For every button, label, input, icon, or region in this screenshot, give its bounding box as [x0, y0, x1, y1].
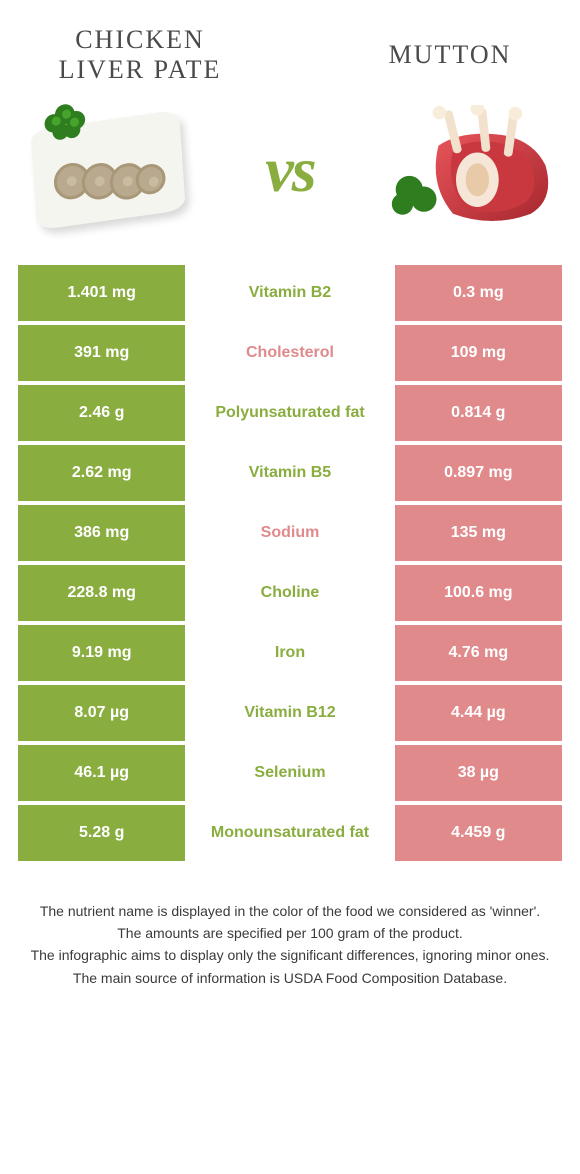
nutrient-label: Choline [185, 565, 394, 621]
value-right: 100.6 mg [395, 565, 562, 621]
images-row: vs [0, 95, 580, 265]
nutrient-row: 46.1 µgSelenium38 µg [18, 745, 562, 801]
nutrient-label: Vitamin B2 [185, 265, 394, 321]
nutrient-label: Vitamin B12 [185, 685, 394, 741]
nutrient-table: 1.401 mgVitamin B20.3 mg391 mgCholestero… [18, 265, 562, 861]
value-right: 38 µg [395, 745, 562, 801]
nutrient-row: 386 mgSodium135 mg [18, 505, 562, 561]
value-right: 4.44 µg [395, 685, 562, 741]
value-left: 2.62 mg [18, 445, 185, 501]
nutrient-row: 228.8 mgCholine100.6 mg [18, 565, 562, 621]
value-right: 109 mg [395, 325, 562, 381]
nutrient-row: 2.62 mgVitamin B50.897 mg [18, 445, 562, 501]
nutrient-row: 2.46 gPolyunsaturated fat0.814 g [18, 385, 562, 441]
value-right: 4.459 g [395, 805, 562, 861]
nutrient-row: 391 mgCholesterol109 mg [18, 325, 562, 381]
nutrient-label: Sodium [185, 505, 394, 561]
value-right: 0.3 mg [395, 265, 562, 321]
food-title-left: Chicken liver pate [40, 25, 240, 85]
nutrient-label: Iron [185, 625, 394, 681]
value-left: 8.07 µg [18, 685, 185, 741]
value-left: 386 mg [18, 505, 185, 561]
nutrient-label: Vitamin B5 [185, 445, 394, 501]
value-right: 0.897 mg [395, 445, 562, 501]
nutrient-label: Cholesterol [185, 325, 394, 381]
value-left: 2.46 g [18, 385, 185, 441]
footnote-line: The nutrient name is displayed in the co… [30, 901, 550, 921]
value-left: 9.19 mg [18, 625, 185, 681]
nutrient-row: 9.19 mgIron4.76 mg [18, 625, 562, 681]
nutrient-label: Polyunsaturated fat [185, 385, 394, 441]
vs-label: vs [265, 133, 314, 207]
nutrient-label: Selenium [185, 745, 394, 801]
footnote-line: The amounts are specified per 100 gram o… [30, 923, 550, 943]
nutrient-row: 5.28 gMonounsaturated fat4.459 g [18, 805, 562, 861]
footnotes: The nutrient name is displayed in the co… [30, 901, 550, 988]
food-image-right [385, 105, 560, 235]
value-right: 135 mg [395, 505, 562, 561]
food-title-right: Mutton [360, 40, 540, 70]
value-left: 228.8 mg [18, 565, 185, 621]
footnote-line: The main source of information is USDA F… [30, 968, 550, 988]
nutrient-row: 8.07 µgVitamin B124.44 µg [18, 685, 562, 741]
header: Chicken liver pate Mutton [0, 0, 580, 95]
nutrient-row: 1.401 mgVitamin B20.3 mg [18, 265, 562, 321]
value-left: 1.401 mg [18, 265, 185, 321]
value-left: 46.1 µg [18, 745, 185, 801]
value-right: 0.814 g [395, 385, 562, 441]
value-right: 4.76 mg [395, 625, 562, 681]
value-left: 5.28 g [18, 805, 185, 861]
value-left: 391 mg [18, 325, 185, 381]
parsley-icon [38, 99, 96, 157]
nutrient-label: Monounsaturated fat [185, 805, 394, 861]
footnote-line: The infographic aims to display only the… [30, 945, 550, 965]
food-image-left [20, 105, 195, 235]
